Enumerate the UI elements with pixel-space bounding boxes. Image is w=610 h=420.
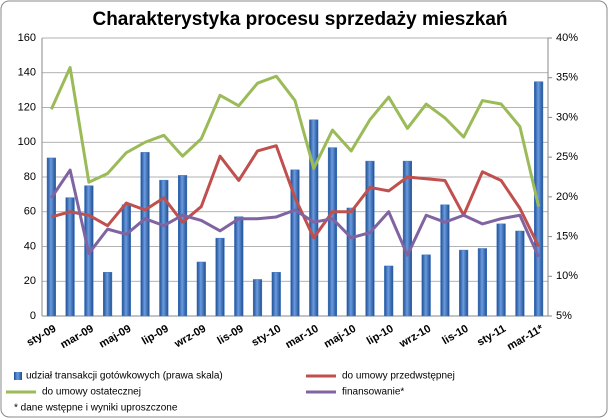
y-tick-label: 120 (18, 101, 36, 113)
y-tick-label: 60 (24, 206, 36, 218)
y-tick-label: 0 (30, 310, 36, 322)
bar (496, 223, 506, 317)
y-tick-label: 20 (24, 275, 36, 287)
bar (159, 179, 169, 317)
y2-tick-label: 5% (556, 310, 572, 322)
bar (346, 207, 356, 317)
bar (177, 175, 188, 317)
y2-tick-label: 10% (556, 270, 578, 282)
y2-tick-label: 40% (556, 32, 578, 44)
bar (421, 254, 431, 317)
footnote: * dane wstępne i wyniki uproszczone (14, 403, 178, 414)
bar (459, 249, 469, 317)
legend-label: udział transakcji gotówkowych (prawa ska… (26, 371, 223, 382)
line (50, 66, 541, 207)
y-tick-label: 100 (18, 136, 36, 148)
bar (103, 272, 113, 317)
line (50, 168, 540, 258)
bar (515, 230, 525, 317)
bar (440, 204, 450, 317)
bar (65, 197, 75, 317)
bar (252, 279, 263, 317)
chart-title: Charakterystyka procesu sprzedaży mieszk… (92, 9, 507, 30)
y-tick-label: 40 (24, 240, 36, 252)
line (50, 144, 540, 248)
y2-tick-label: 35% (556, 72, 578, 84)
y-tick-label: 80 (24, 171, 36, 183)
bar (121, 204, 131, 317)
bar (477, 248, 487, 317)
y2-tick-label: 25% (556, 151, 578, 163)
bar (196, 261, 206, 317)
legend-label: finansowanie* (342, 387, 404, 398)
y2-tick-label: 20% (556, 191, 578, 203)
bar (271, 272, 281, 317)
bar (327, 147, 338, 317)
y-tick-label: 160 (18, 32, 36, 44)
y2-tick-label: 30% (556, 111, 578, 123)
bar (290, 169, 300, 317)
legend-label: do umowy ostatecznej (42, 387, 141, 398)
bar (309, 119, 319, 317)
legend-label: do umowy przedwstępnej (342, 371, 455, 382)
bar (140, 152, 150, 317)
bar (534, 81, 544, 317)
legend-swatch (14, 372, 22, 380)
bar (365, 160, 375, 317)
bar (215, 237, 225, 317)
bar (46, 157, 56, 317)
bar (402, 160, 413, 317)
bar (234, 216, 244, 317)
y-tick-label: 140 (18, 67, 36, 79)
bar (384, 265, 394, 317)
y2-tick-label: 15% (556, 230, 578, 242)
